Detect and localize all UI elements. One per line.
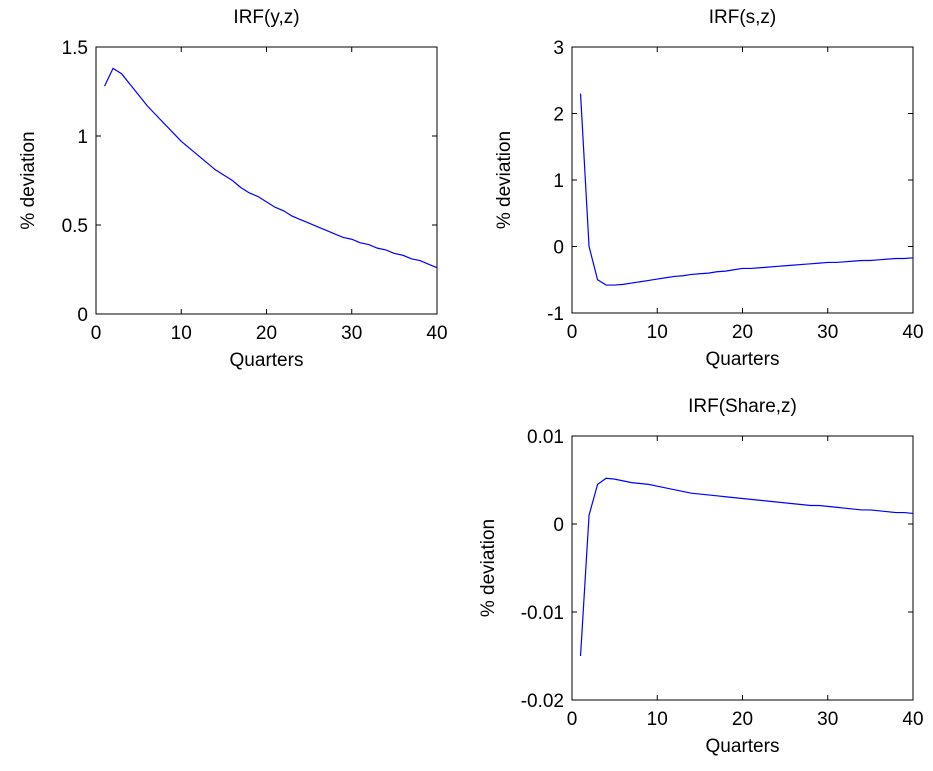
- line: [579, 477, 914, 657]
- x-tick-label: 40: [426, 323, 447, 344]
- x-tick-label: 10: [171, 323, 192, 344]
- x-tick-label: 0: [567, 322, 578, 343]
- axes-box: [571, 46, 914, 314]
- x-tick-label: 0: [567, 709, 578, 730]
- y-tick-label: 0: [553, 515, 564, 536]
- axes-box: [571, 435, 914, 701]
- x-axis-label: Quarters: [230, 350, 304, 371]
- y-axis-label: % deviation: [18, 131, 39, 229]
- y-tick-label: 3: [553, 38, 564, 59]
- x-tick-label: 30: [817, 322, 838, 343]
- x-tick-label: 0: [91, 323, 102, 344]
- y-tick-label: 1: [553, 171, 564, 192]
- x-tick-label: 40: [902, 322, 923, 343]
- x-tick-label: 30: [341, 323, 362, 344]
- y-tick-label: 0.5: [62, 216, 88, 237]
- y-tick-label: -0.01: [521, 603, 564, 624]
- x-tick-label: 30: [817, 709, 838, 730]
- y-tick-label: 0: [77, 305, 88, 326]
- x-tick-label: 20: [732, 709, 753, 730]
- line: [579, 93, 914, 286]
- y-tick-label: 2: [553, 105, 564, 126]
- chart-title: IRF(s,z): [709, 7, 777, 28]
- line: [103, 67, 438, 269]
- y-axis-label: % deviation: [478, 519, 499, 617]
- x-tick-label: 20: [732, 322, 753, 343]
- x-tick-label: 10: [647, 322, 668, 343]
- axes-box: [95, 46, 438, 315]
- chart-title: IRF(Share,z): [688, 396, 797, 417]
- chart-title: IRF(y,z): [233, 7, 299, 28]
- y-tick-label: -1: [547, 304, 564, 325]
- x-tick-label: 40: [902, 709, 923, 730]
- y-tick-label: 1: [77, 127, 88, 148]
- y-tick-label: -0.02: [521, 691, 564, 712]
- x-axis-label: Quarters: [706, 736, 780, 757]
- x-axis-label: Quarters: [706, 349, 780, 370]
- y-tick-label: 0.01: [527, 427, 564, 448]
- y-axis-label: % deviation: [494, 131, 515, 229]
- x-tick-label: 20: [256, 323, 277, 344]
- x-tick-label: 10: [647, 709, 668, 730]
- y-tick-label: 1.5: [62, 38, 88, 59]
- y-tick-label: 0: [553, 238, 564, 259]
